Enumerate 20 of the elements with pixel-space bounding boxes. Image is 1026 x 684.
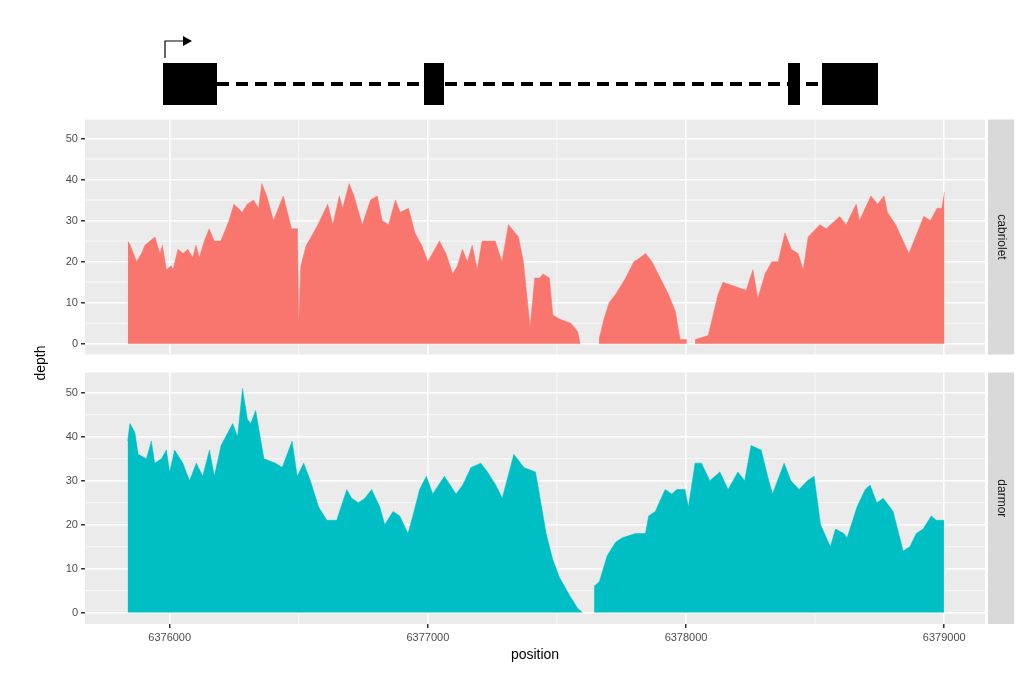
x-tick-label: 6378000 <box>664 630 708 643</box>
y-tick-label: 40 <box>65 172 78 185</box>
y-tick-label: 30 <box>65 213 78 226</box>
y-axis-title: depth <box>31 345 48 381</box>
x-tick-label: 6377000 <box>406 630 450 643</box>
y-tick-label: 20 <box>65 517 78 530</box>
y-tick-label: 0 <box>71 336 78 349</box>
y-tick-label: 10 <box>65 295 78 308</box>
y-tick-label: 50 <box>65 385 78 398</box>
y-tick-label: 20 <box>65 254 78 267</box>
y-tick-label: 40 <box>65 429 78 442</box>
y-tick-label: 10 <box>65 561 78 574</box>
y-tick-label: 0 <box>71 605 78 618</box>
text: darmor <box>994 479 1009 518</box>
y-tick-label: 30 <box>65 473 78 486</box>
text: cabriolet <box>994 214 1009 261</box>
x-tick-label: 6379000 <box>922 630 966 643</box>
x-tick-label: 6376000 <box>148 630 192 643</box>
x-axis-title: position <box>510 646 560 663</box>
y-tick-label: 50 <box>65 131 78 144</box>
